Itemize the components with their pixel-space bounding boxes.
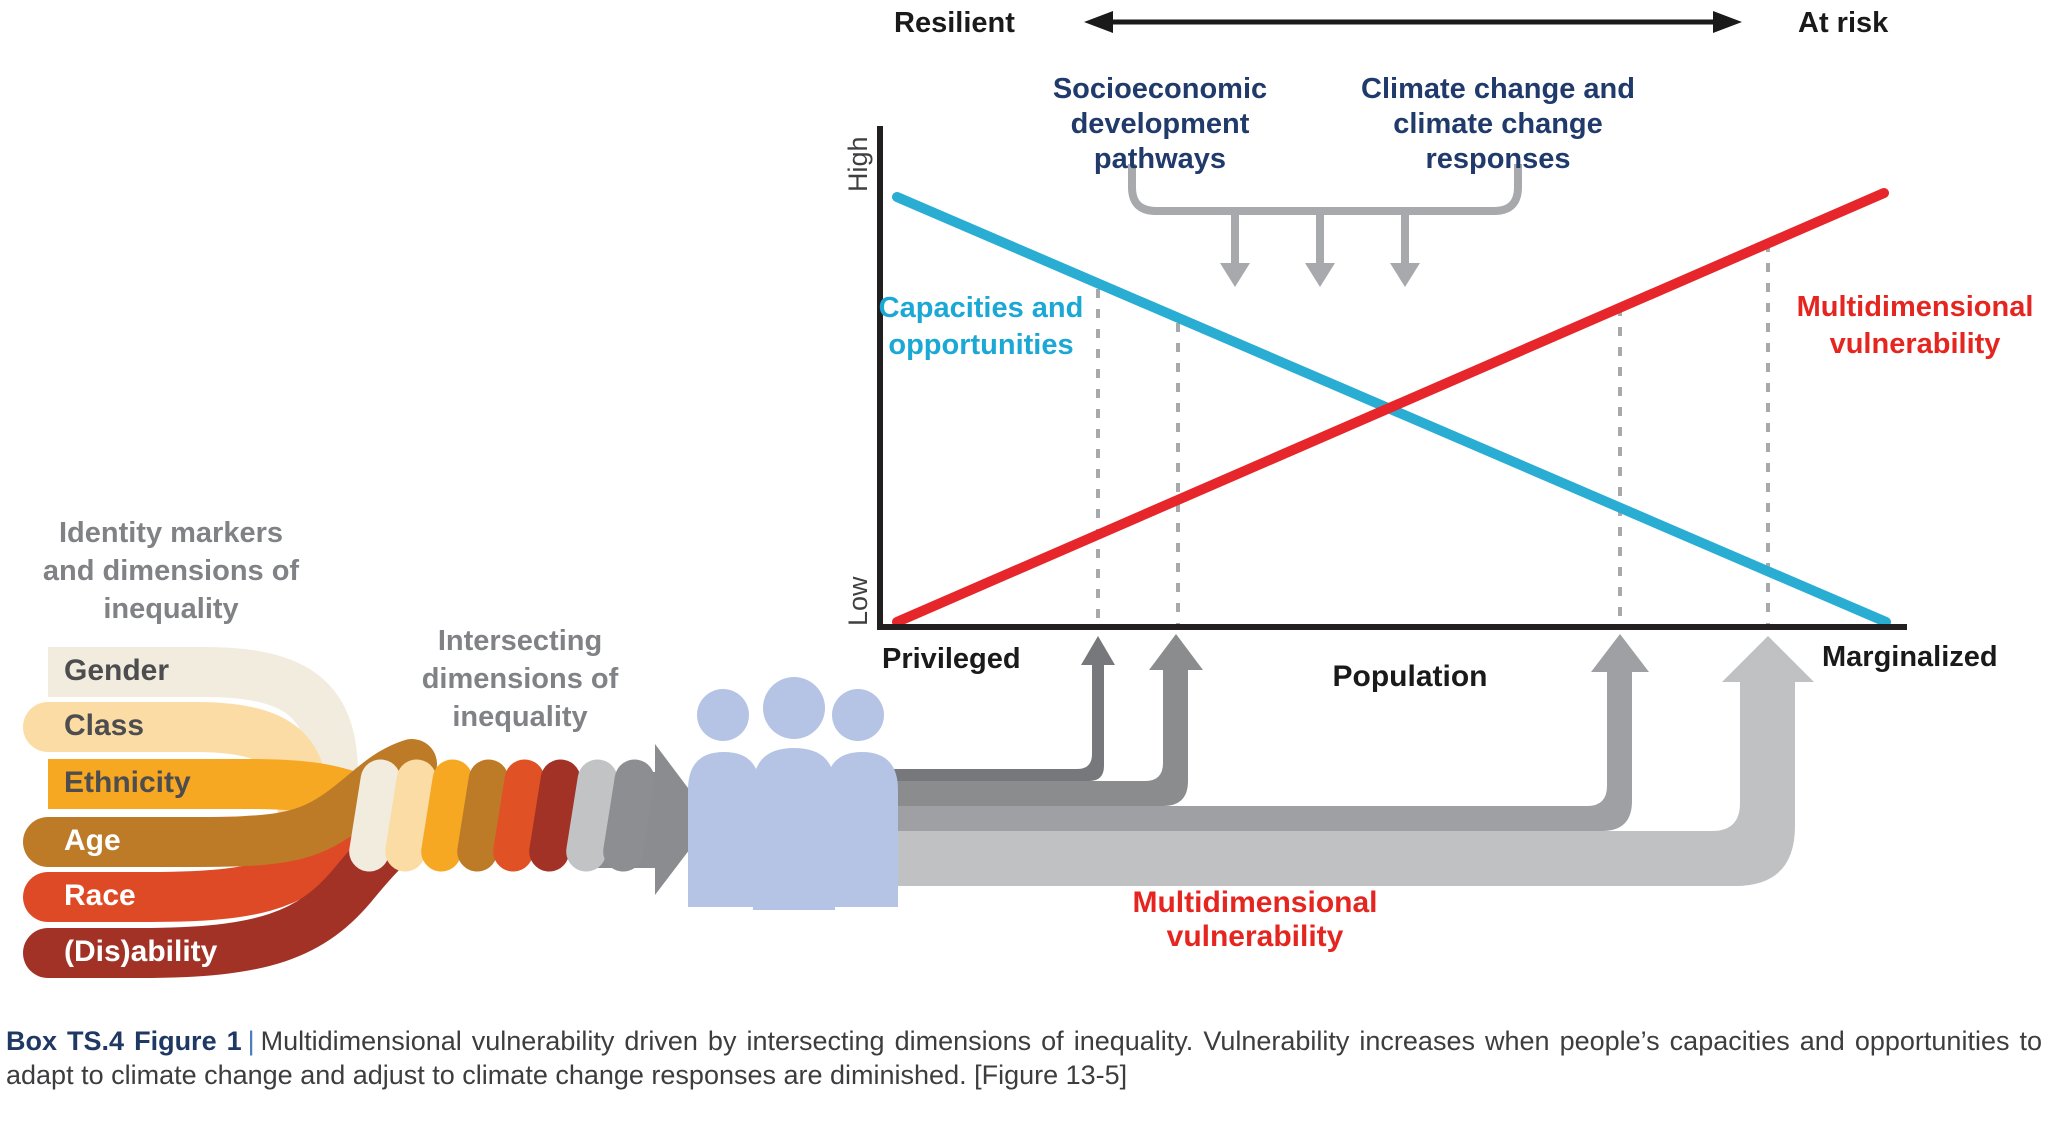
caption-body: Multidimensional vulnerability driven by… [6,1026,2042,1090]
drivers-bracket [1128,164,1522,287]
bracket-arrow-3 [1390,211,1420,287]
intersecting-dimensions-label: Intersecting dimensions of inequality [421,625,619,733]
y-axis-low-label: Low [843,576,873,626]
identity-markers-title: Identity markers and dimensions of inequ… [42,517,300,625]
arrow-head-left [1084,11,1113,33]
chart-axes [877,126,1907,630]
band-label-race: Race [64,879,136,912]
arrow-head-right [1713,11,1742,33]
capacities-opportunities-label: Capacities and opportunities [878,292,1084,361]
vulnerability-line [892,188,1889,627]
caption-separator: | [247,1026,255,1056]
population-arrow-4 [812,636,1814,886]
person-back-right-body [826,752,898,907]
person-back-left-body [688,752,760,907]
socioeconomic-pathways-label: Socioeconomic development pathways [1052,73,1268,175]
bracket-shape [1128,164,1522,215]
arrow-line [1108,19,1718,25]
dashed-guides [1096,243,1770,624]
band-label-ethnicity: Ethnicity [64,766,191,799]
caption-title: Box TS.4 Figure 1 [6,1026,242,1056]
band-label-gender: Gender [64,654,170,687]
multidimensional-vulnerability-bottom-label: Multidimensional vulnerability [1132,886,1378,953]
y-axis-high-label: High [843,136,873,192]
rope-capsules [349,759,655,872]
at-risk-label: At risk [1798,7,1889,39]
resilient-label: Resilient [894,7,1015,39]
bracket-arrow-2 [1305,211,1335,287]
band-label-class: Class [64,709,145,742]
person-back-left-head [697,689,749,741]
person-front-body [753,748,835,910]
x-axis-population-label: Population [1332,660,1488,693]
climate-change-responses-label: Climate change and climate change respon… [1361,73,1635,175]
x-axis-marginalized-label: Marginalized [1822,641,1998,673]
person-back-right-head [832,689,884,741]
person-front-head [763,677,825,739]
capsule-gray-2 [603,759,655,872]
band-label-age: Age [64,824,121,857]
multidimensional-vulnerability-right-label: Multidimensional vulnerability [1796,291,2034,360]
people-icon [688,677,898,910]
bracket-arrow-1 [1220,211,1250,287]
band-label-disability: (Dis)ability [64,935,218,968]
identity-band-flows [23,647,451,978]
figure-caption: Box TS.4 Figure 1 | Multidimensional vulne… [6,1024,2042,1092]
x-axis-privileged-label: Privileged [882,643,1021,675]
resilient-risk-arrow [1084,11,1742,33]
